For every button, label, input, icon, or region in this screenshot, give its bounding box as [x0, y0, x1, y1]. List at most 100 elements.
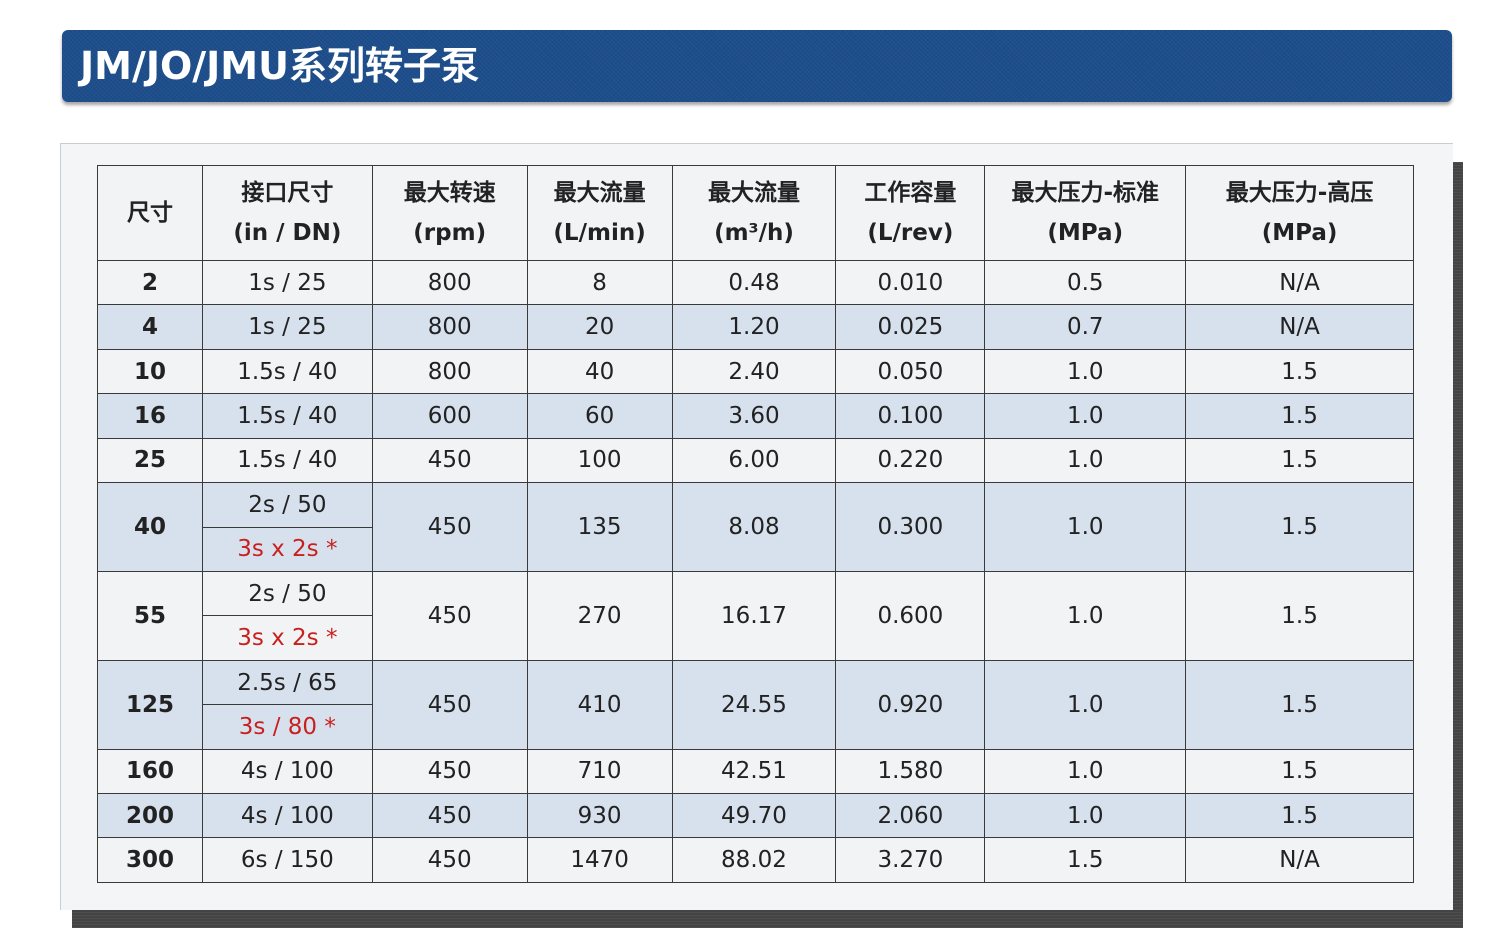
- cell-size: 4: [97, 304, 203, 350]
- cell-size: 40: [97, 482, 203, 572]
- title-banner: JM/JO/JMU系列转子泵: [62, 30, 1452, 102]
- cell-ports: 1.5s / 40: [201, 393, 373, 439]
- cell-p-high: N/A: [1185, 259, 1414, 306]
- cell-p-std: 1.0: [984, 437, 1187, 484]
- cell-lrev: 3.270: [835, 837, 986, 883]
- cell-size: 200: [97, 793, 203, 839]
- cell-lrev: 0.300: [835, 482, 986, 572]
- table-row: 16 1.5s / 40 600 60 3.60 0.100 1.0 1.5: [97, 393, 1414, 439]
- cell-p-std: 1.0: [984, 348, 1187, 395]
- cell-lmin: 8: [526, 259, 673, 306]
- table-subrow: 3s / 80 *: [98, 704, 1414, 750]
- table-subrow: 3s x 2s *: [98, 526, 1414, 572]
- cell-m3h: 8.08: [671, 482, 837, 572]
- cell-size: 16: [97, 393, 203, 439]
- cell-size: 10: [97, 348, 203, 395]
- cell-ports: 2.5s / 65: [201, 659, 373, 706]
- cell-size: 300: [97, 837, 203, 883]
- cell-size: 55: [97, 570, 203, 661]
- cell-size: 2: [97, 259, 203, 306]
- cell-size: 160: [97, 748, 203, 795]
- cell-rpm: 450: [371, 659, 528, 750]
- cell-p-std: 1.0: [984, 748, 1187, 795]
- col-header-rpm: 最大转速 (rpm): [371, 165, 528, 261]
- cell-p-high: 1.5: [1185, 393, 1414, 439]
- cell-m3h: 3.60: [671, 393, 837, 439]
- col-header-size: 尺寸: [97, 165, 203, 261]
- cell-rpm: 450: [371, 570, 528, 661]
- table-subrow: 3s x 2s *: [98, 615, 1414, 661]
- cell-m3h: 6.00: [671, 437, 837, 484]
- cell-ports-alt: 3s x 2s *: [201, 615, 373, 661]
- table-row: 55 2s / 50 450 270 16.17 0.600 1.0 1.5: [97, 570, 1414, 661]
- table-row: 300 6s / 150 450 1470 88.02 3.270 1.5 N/…: [97, 837, 1414, 883]
- cell-rpm: 450: [371, 437, 528, 484]
- cell-size: 25: [97, 437, 203, 484]
- cell-p-high: 1.5: [1185, 748, 1414, 795]
- cell-rpm: 450: [371, 837, 528, 883]
- cell-ports: 6s / 150: [201, 837, 373, 883]
- cell-lmin: 20: [526, 304, 673, 350]
- cell-lrev: 0.220: [835, 437, 986, 484]
- table-row: 125 2.5s / 65 450 410 24.55 0.920 1.0 1.…: [97, 659, 1414, 750]
- cell-p-std: 1.5: [984, 837, 1187, 883]
- table-row: 200 4s / 100 450 930 49.70 2.060 1.0 1.5: [97, 793, 1414, 839]
- cell-rpm: 450: [371, 748, 528, 795]
- cell-rpm: 600: [371, 393, 528, 439]
- cell-lmin: 1470: [526, 837, 673, 883]
- cell-p-std: 0.7: [984, 304, 1187, 350]
- cell-lrev: 0.600: [835, 570, 986, 661]
- col-header-pressure-high: 最大压力-高压 (MPa): [1185, 165, 1414, 261]
- cell-ports-alt: 3s x 2s *: [201, 526, 373, 572]
- table-row: 160 4s / 100 450 710 42.51 1.580 1.0 1.5: [97, 748, 1414, 795]
- cell-m3h: 24.55: [671, 659, 837, 750]
- cell-p-high: N/A: [1185, 304, 1414, 350]
- cell-lmin: 100: [526, 437, 673, 484]
- cell-p-std: 1.0: [984, 793, 1187, 839]
- header-row: 尺寸 接口尺寸 (in / DN) 最大转速 (rpm) 最大流量 (L/min) 最…: [97, 165, 1414, 261]
- cell-ports-alt: 3s / 80 *: [201, 704, 373, 750]
- cell-ports: 2s / 50: [201, 570, 373, 617]
- cell-lrev: 0.025: [835, 304, 986, 350]
- cell-ports: 1s / 25: [201, 304, 373, 350]
- cell-ports: 2s / 50: [201, 482, 373, 528]
- col-header-flow-lmin: 最大流量 (L/min): [526, 165, 673, 261]
- cell-rpm: 450: [371, 793, 528, 839]
- cell-rpm: 450: [371, 482, 528, 572]
- cell-ports: 1s / 25: [201, 259, 373, 306]
- cell-lmin: 410: [526, 659, 673, 750]
- cell-p-high: 1.5: [1185, 437, 1414, 484]
- cell-p-high: 1.5: [1185, 482, 1414, 572]
- cell-p-std: 1.0: [984, 659, 1187, 750]
- cell-size: 125: [97, 659, 203, 750]
- cell-lrev: 0.920: [835, 659, 986, 750]
- cell-lmin: 135: [526, 482, 673, 572]
- table-row: 2 1s / 25 800 8 0.48 0.010 0.5 N/A: [97, 259, 1414, 306]
- cell-lrev: 0.100: [835, 393, 986, 439]
- cell-lmin: 60: [526, 393, 673, 439]
- cell-ports: 4s / 100: [201, 748, 373, 795]
- cell-m3h: 42.51: [671, 748, 837, 795]
- col-header-ports: 接口尺寸 (in / DN): [201, 165, 373, 261]
- cell-p-high: 1.5: [1185, 348, 1414, 395]
- cell-lmin: 930: [526, 793, 673, 839]
- cell-lrev: 2.060: [835, 793, 986, 839]
- cell-rpm: 800: [371, 348, 528, 395]
- cell-p-std: 0.5: [984, 259, 1187, 306]
- cell-m3h: 1.20: [671, 304, 837, 350]
- cell-rpm: 800: [371, 259, 528, 306]
- cell-m3h: 49.70: [671, 793, 837, 839]
- col-header-capacity: 工作容量 (L/rev): [835, 165, 986, 261]
- table-row: 4 1s / 25 800 20 1.20 0.025 0.7 N/A: [97, 304, 1414, 350]
- cell-ports: 1.5s / 40: [201, 348, 373, 395]
- table-row: 40 2s / 50 450 135 8.08 0.300 1.0 1.5: [97, 482, 1414, 572]
- cell-m3h: 2.40: [671, 348, 837, 395]
- cell-m3h: 88.02: [671, 837, 837, 883]
- cell-lmin: 270: [526, 570, 673, 661]
- cell-lrev: 0.010: [835, 259, 986, 306]
- cell-lmin: 40: [526, 348, 673, 395]
- table-row: 25 1.5s / 40 450 100 6.00 0.220 1.0 1.5: [97, 437, 1414, 484]
- cell-lrev: 1.580: [835, 748, 986, 795]
- cell-p-std: 1.0: [984, 570, 1187, 661]
- cell-m3h: 0.48: [671, 259, 837, 306]
